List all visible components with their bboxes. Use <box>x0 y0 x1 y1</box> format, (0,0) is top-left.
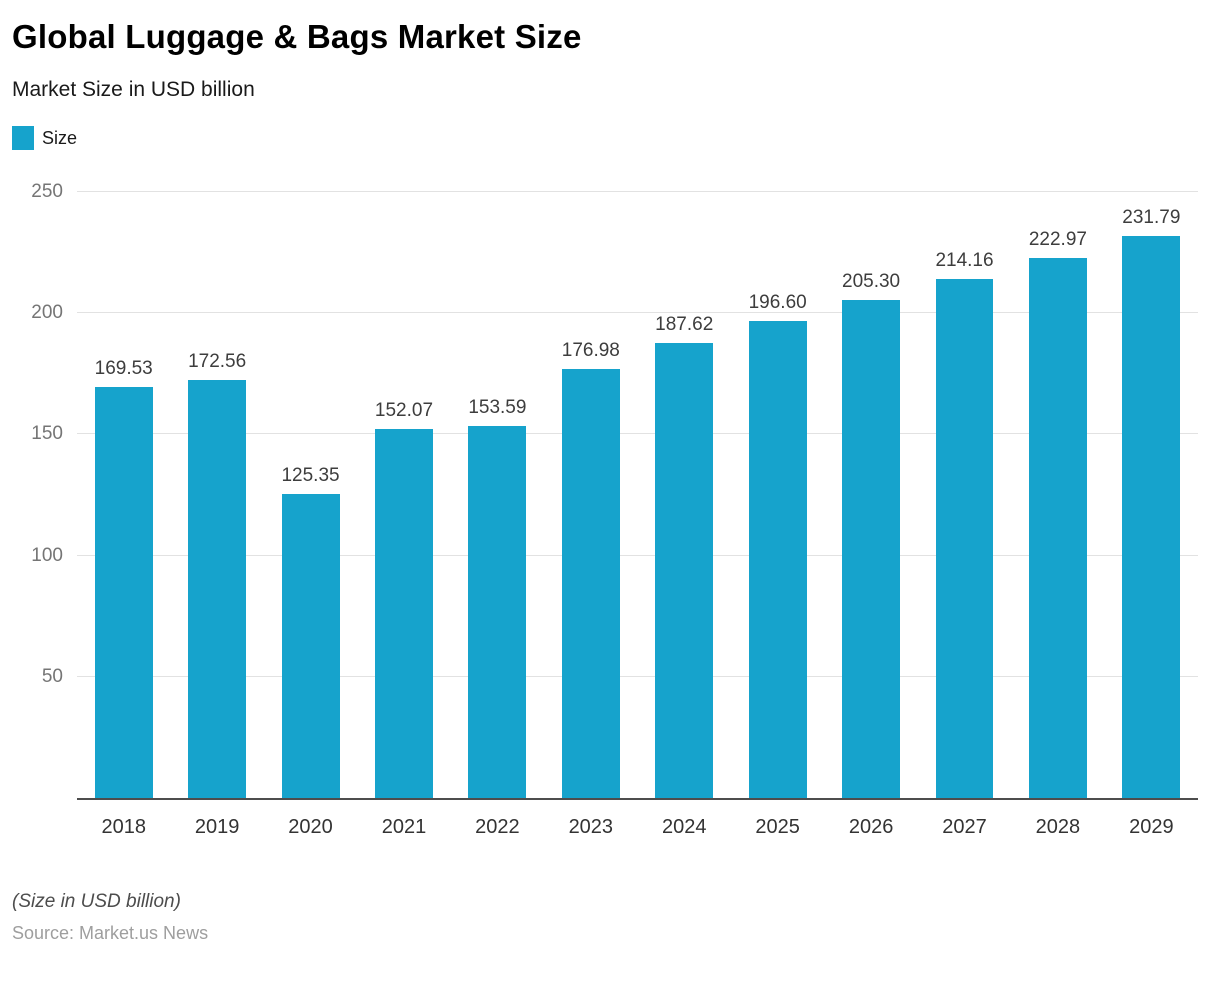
gridline <box>77 191 1198 192</box>
bar <box>94 387 153 798</box>
x-axis-labels: 2018 2019 2020 2021 2022 2023 2024 2025 2026 2027… <box>77 816 1198 839</box>
x-tick-label: 2018 <box>101 816 146 838</box>
bar-value-label: 152.07 <box>374 400 434 422</box>
bar-column: 176.98 <box>544 192 637 798</box>
bar-column: 172.56 <box>170 192 263 798</box>
x-tick-label: 2019 <box>194 816 240 838</box>
y-tick-label: 50 <box>41 665 63 687</box>
bars-row: 169.53 172.56 125.35 152.07 153.59 176.98 187.… <box>77 192 1198 798</box>
chart-subtitle: Market Size in USD billion <box>12 78 255 101</box>
bar-value-label: 187.62 <box>655 314 714 336</box>
bar-value-label: 231.79 <box>1122 207 1181 229</box>
x-tick-label: 2023 <box>568 816 614 838</box>
legend: Size <box>12 126 1206 150</box>
bar <box>188 379 247 798</box>
bar <box>1122 236 1181 798</box>
legend-swatch <box>12 126 34 150</box>
bar-column: 169.53 <box>77 192 170 798</box>
bar-value-label: 125.35 <box>281 465 340 487</box>
bar-column: 196.60 <box>731 192 824 798</box>
bar-value-label: 196.60 <box>748 292 807 314</box>
bar-value-label: 222.97 <box>1028 228 1087 250</box>
x-tick-label: 2020 <box>288 816 333 838</box>
bar-column: 125.35 <box>264 192 357 798</box>
bar-column: 205.30 <box>824 192 917 798</box>
y-tick-label: 200 <box>31 302 63 324</box>
bar <box>281 494 340 798</box>
bar <box>842 300 901 798</box>
bar <box>468 425 527 798</box>
gridline <box>77 312 1198 314</box>
bar-value-label: 214.16 <box>935 249 994 271</box>
bar-column: 187.62 <box>638 192 731 798</box>
x-tick-label: 2025 <box>755 816 800 838</box>
x-tick-label: 2021 <box>381 816 427 838</box>
bar-value-label: 169.53 <box>94 358 153 380</box>
x-tick-label: 2026 <box>848 816 894 838</box>
bar <box>1028 257 1087 798</box>
y-tick-label: 250 <box>31 181 63 202</box>
bar-column: 222.97 <box>1011 192 1104 798</box>
gridline <box>77 433 1198 435</box>
bar <box>748 321 807 798</box>
gridline <box>77 554 1198 556</box>
x-tick-label: 2029 <box>1129 816 1174 838</box>
y-tick-label: 150 <box>31 423 63 445</box>
bar <box>935 278 994 798</box>
bar-value-label: 172.56 <box>188 350 247 372</box>
bar-chart: 169.53 172.56 125.35 152.07 153.59 176.98 187.… <box>12 181 1206 839</box>
footnote: (Size in USD billion) <box>12 891 181 912</box>
x-tick-label: 2027 <box>942 816 987 838</box>
page-title: Global Luggage & Bags Market Size <box>12 18 582 55</box>
bar-column: 153.59 <box>451 192 544 798</box>
bar <box>375 429 433 798</box>
plot-area: 169.53 172.56 125.35 152.07 153.59 176.98 187.… <box>31 181 1198 800</box>
bar-column: 214.16 <box>918 192 1011 798</box>
legend-label: Size <box>42 127 78 148</box>
bar-value-label: 205.30 <box>842 271 901 293</box>
bar-value-label: 176.98 <box>561 340 620 362</box>
x-tick-label: 2022 <box>475 816 520 838</box>
gridline <box>77 675 1198 677</box>
x-tick-label: 2024 <box>661 816 707 838</box>
x-tick-label: 2028 <box>1035 816 1081 838</box>
bar <box>655 343 714 798</box>
bar <box>561 369 620 798</box>
chart-page: Global Luggage & Bags Market Size Market… <box>12 18 1206 943</box>
bar-column: 152.07 <box>357 192 450 798</box>
bar-value-label: 153.59 <box>468 396 527 418</box>
bar-column: 231.79 <box>1105 192 1198 798</box>
source-text: Source: Market.us News <box>12 923 209 943</box>
y-tick-label: 100 <box>31 544 63 566</box>
